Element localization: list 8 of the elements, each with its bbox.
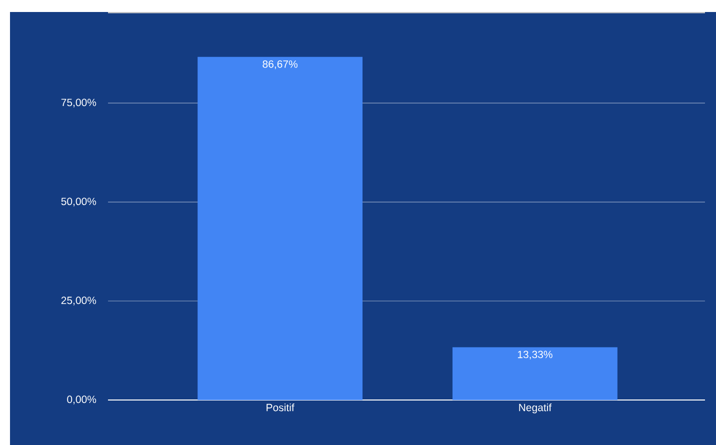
- y-tick-label: 75,00%: [61, 98, 96, 108]
- y-tick-label: 50,00%: [61, 198, 96, 206]
- y-tick-label: 25,00%: [61, 296, 96, 306]
- y-tick-label: 0,00%: [67, 396, 96, 404]
- data-label: 86,67%: [262, 60, 298, 70]
- x-tick-label: Positif: [266, 404, 294, 412]
- data-label: 13,33%: [518, 350, 552, 360]
- x-tick-label: Negatif: [519, 404, 552, 414]
